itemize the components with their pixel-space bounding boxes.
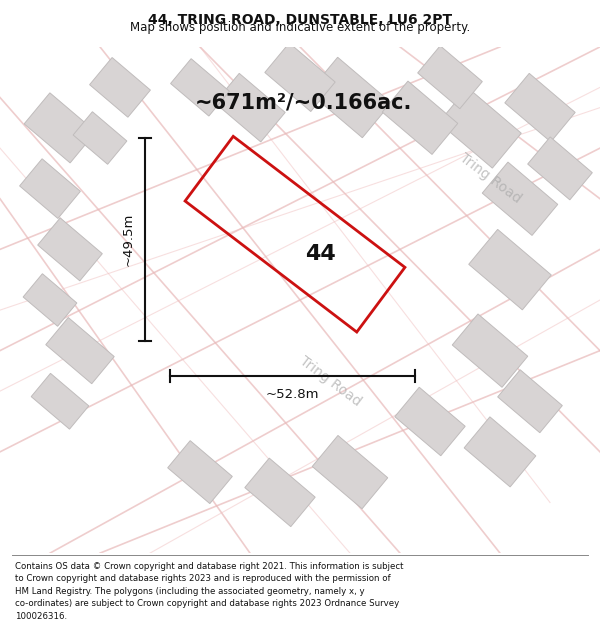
Polygon shape [38,218,103,281]
Polygon shape [46,318,114,384]
Polygon shape [418,46,482,109]
Text: 44: 44 [305,244,335,264]
Polygon shape [464,417,536,487]
Polygon shape [452,314,528,388]
Polygon shape [309,58,391,138]
Text: Contains OS data © Crown copyright and database right 2021. This information is : Contains OS data © Crown copyright and d… [15,562,404,571]
Polygon shape [167,441,232,504]
Text: HM Land Registry. The polygons (including the associated geometry, namely x, y: HM Land Registry. The polygons (includin… [15,587,365,596]
Polygon shape [24,93,96,163]
Text: Map shows position and indicative extent of the property.: Map shows position and indicative extent… [130,21,470,34]
Polygon shape [89,58,151,118]
Polygon shape [382,81,458,154]
Polygon shape [395,388,465,456]
Polygon shape [215,73,285,142]
Text: Tring Road: Tring Road [296,353,364,409]
Polygon shape [527,137,592,200]
Polygon shape [170,59,229,116]
Polygon shape [31,373,89,429]
Polygon shape [497,370,562,432]
Polygon shape [265,43,335,111]
Polygon shape [73,112,127,164]
Text: ~52.8m: ~52.8m [266,388,319,401]
Polygon shape [439,88,521,168]
Text: ~49.5m: ~49.5m [122,213,135,266]
Polygon shape [245,458,315,527]
Text: ~671m²/~0.166ac.: ~671m²/~0.166ac. [195,92,412,112]
Polygon shape [469,229,551,310]
Text: Tring Road: Tring Road [457,151,523,206]
Text: to Crown copyright and database rights 2023 and is reproduced with the permissio: to Crown copyright and database rights 2… [15,574,391,583]
Polygon shape [23,274,77,326]
Text: 44, TRING ROAD, DUNSTABLE, LU6 2PT: 44, TRING ROAD, DUNSTABLE, LU6 2PT [148,13,452,27]
Polygon shape [482,162,558,236]
Polygon shape [312,436,388,509]
Text: 100026316.: 100026316. [15,612,67,621]
Text: co-ordinates) are subject to Crown copyright and database rights 2023 Ordnance S: co-ordinates) are subject to Crown copyr… [15,599,399,609]
Polygon shape [20,159,80,219]
Polygon shape [505,73,575,142]
